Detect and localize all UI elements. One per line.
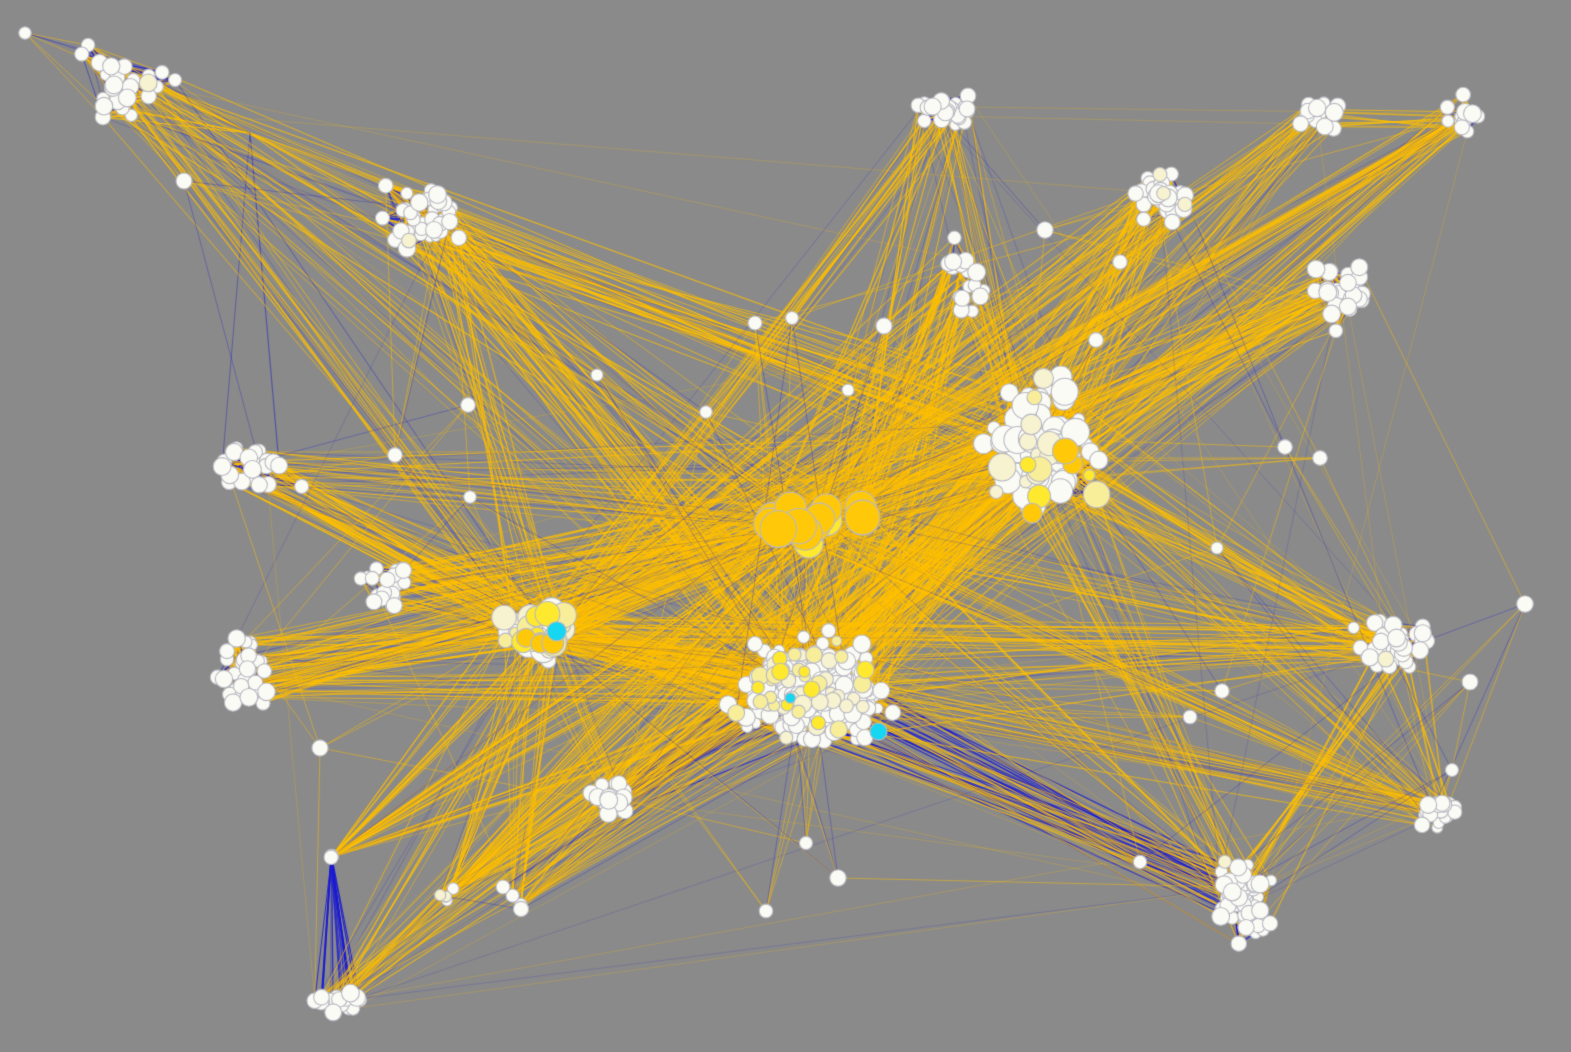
network-graph-canvas[interactable]	[0, 0, 1571, 1052]
network-graph-visualization[interactable]	[0, 0, 1571, 1052]
